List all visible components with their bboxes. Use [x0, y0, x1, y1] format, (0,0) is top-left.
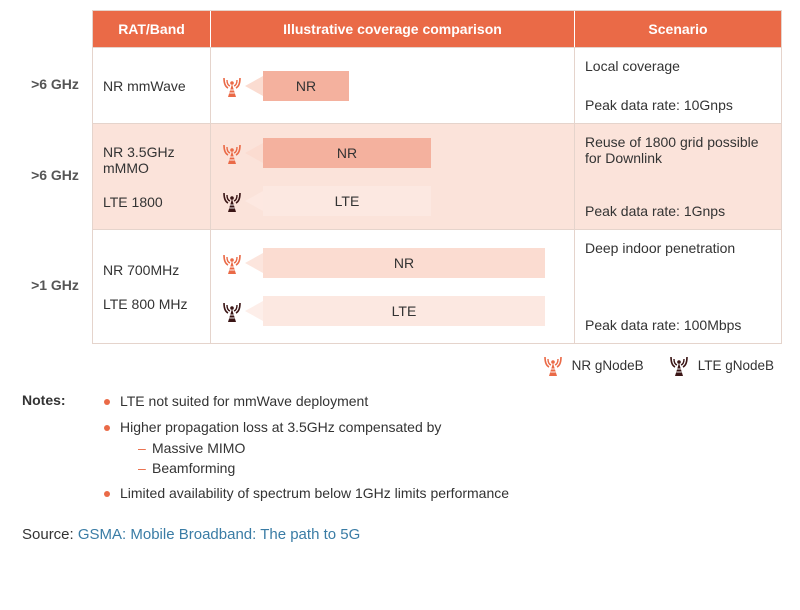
antenna-lte-icon — [221, 188, 243, 214]
rat-label: NR 3.5GHz mMMO — [103, 144, 200, 176]
scenario-cell: Deep indoor penetration Peak data rate: 1… — [575, 230, 781, 343]
table-row: NR mmWave NR Local coverage Peak data rate… — [93, 47, 781, 123]
note-text: Higher propagation loss at 3.5GHz compen… — [120, 419, 441, 435]
legend-nr-label: NR gNodeB — [572, 358, 644, 373]
rat-cell: NR 3.5GHz mMMO LTE 1800 — [93, 124, 211, 229]
note-sublist: Massive MIMOBeamforming — [120, 439, 509, 478]
band-label-1: >6 GHz — [18, 46, 92, 122]
coverage-table: >6 GHz >6 GHz >1 GHz RAT/Band Illustrati… — [18, 10, 782, 344]
main-table: RAT/Band Illustrative coverage compariso… — [92, 10, 782, 344]
scenario-bottom: Peak data rate: 100Mbps — [585, 317, 771, 333]
coverage-bar: LTE — [221, 296, 564, 326]
band-label-3: >1 GHz — [18, 228, 92, 342]
coverage-bar: NR — [221, 248, 564, 278]
source-line: Source: GSMA: Mobile Broadband: The path… — [18, 516, 782, 543]
coverage-beam: LTE — [245, 186, 431, 216]
coverage-cell: NR — [211, 48, 575, 123]
table-row: NR 3.5GHz mMMOLTE 1800 NR LTEReuse of 18… — [93, 123, 781, 229]
rat-label: NR 700MHz — [103, 262, 200, 278]
source-prefix: Source: — [22, 526, 78, 543]
coverage-bar-label: NR — [263, 71, 349, 101]
antenna-nr-icon — [221, 73, 243, 99]
note-subitem: Massive MIMO — [138, 439, 509, 459]
antenna-lte-icon — [221, 298, 243, 324]
source-link[interactable]: GSMA: Mobile Broadband: The path to 5G — [78, 526, 360, 543]
table-row: NR 700MHzLTE 800 MHz NR LTEDeep indoor p… — [93, 229, 781, 343]
note-item: Higher propagation loss at 3.5GHz compen… — [104, 418, 509, 479]
rat-label: LTE 1800 — [103, 194, 200, 210]
coverage-bar: LTE — [221, 186, 564, 216]
coverage-beam: LTE — [245, 296, 545, 326]
band-label-2: >6 GHz — [18, 122, 92, 228]
rat-label: NR mmWave — [103, 78, 200, 94]
antenna-nr-icon — [221, 140, 243, 166]
scenario-cell: Local coverage Peak data rate: 10Gnps — [575, 48, 781, 123]
coverage-bar-label: NR — [263, 248, 545, 278]
coverage-bar-label: NR — [263, 138, 431, 168]
rat-cell: NR mmWave — [93, 48, 211, 123]
note-item: Limited availability of spectrum below 1… — [104, 484, 509, 504]
table-header-row: RAT/Band Illustrative coverage compariso… — [93, 11, 781, 47]
legend: NR gNodeB LTE gNodeB — [18, 344, 782, 382]
coverage-beam: NR — [245, 71, 349, 101]
antenna-icon — [668, 352, 690, 378]
scenario-cell: Reuse of 1800 grid possible for Downlink… — [575, 124, 781, 229]
coverage-cell: NR LTE — [211, 124, 575, 229]
coverage-bar: NR — [221, 138, 564, 168]
coverage-bar-label: LTE — [263, 296, 545, 326]
header-coverage: Illustrative coverage comparison — [211, 11, 575, 47]
coverage-beam: NR — [245, 248, 545, 278]
header-scenario: Scenario — [575, 11, 781, 47]
scenario-top: Reuse of 1800 grid possible for Downlink — [585, 134, 771, 166]
antenna-nr-icon — [221, 250, 243, 276]
note-text: LTE not suited for mmWave deployment — [120, 393, 368, 409]
scenario-bottom: Peak data rate: 10Gnps — [585, 97, 771, 113]
header-rat: RAT/Band — [93, 11, 211, 47]
legend-nr: NR gNodeB — [542, 352, 644, 378]
freq-band-column: >6 GHz >6 GHz >1 GHz — [18, 10, 92, 344]
coverage-cell: NR LTE — [211, 230, 575, 343]
notes-section: Notes: LTE not suited for mmWave deploym… — [18, 382, 782, 516]
notes-heading: Notes: — [22, 392, 84, 510]
legend-lte: LTE gNodeB — [668, 352, 774, 378]
scenario-top: Deep indoor penetration — [585, 240, 771, 256]
note-item: LTE not suited for mmWave deployment — [104, 392, 509, 412]
coverage-bar-label: LTE — [263, 186, 431, 216]
rat-cell: NR 700MHz LTE 800 MHz — [93, 230, 211, 343]
scenario-bottom: Peak data rate: 1Gnps — [585, 203, 771, 219]
note-text: Limited availability of spectrum below 1… — [120, 485, 509, 501]
coverage-beam: NR — [245, 138, 431, 168]
note-subitem: Beamforming — [138, 459, 509, 479]
notes-list: LTE not suited for mmWave deployment High… — [104, 392, 509, 510]
antenna-icon — [542, 352, 564, 378]
coverage-bar: NR — [221, 71, 564, 101]
legend-lte-label: LTE gNodeB — [698, 358, 774, 373]
rat-label: LTE 800 MHz — [103, 296, 200, 312]
scenario-top: Local coverage — [585, 58, 771, 74]
